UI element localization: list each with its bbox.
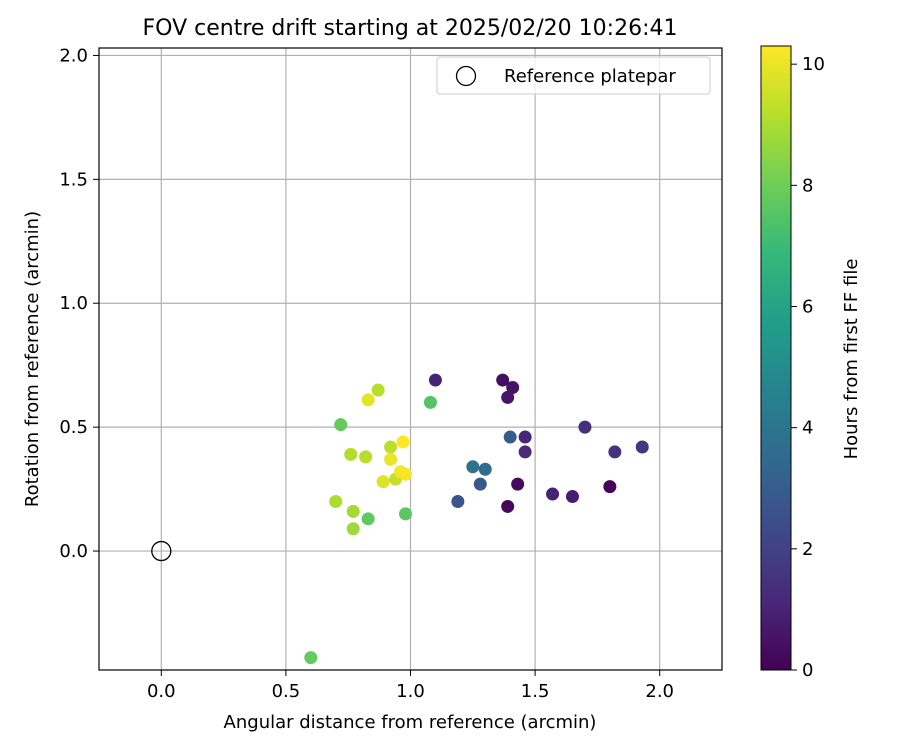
data-point	[384, 452, 398, 466]
legend-entry-label: Reference platepar	[504, 66, 676, 87]
data-point	[451, 494, 465, 508]
data-point	[376, 475, 390, 489]
reference-platepar-marker	[151, 540, 172, 562]
data-point	[603, 480, 617, 494]
data-point	[466, 460, 480, 474]
colorbar-ticks: 0 2 4 6 8 10	[791, 54, 825, 681]
data-point	[344, 447, 358, 461]
data-point	[304, 651, 318, 665]
data-point	[361, 393, 375, 407]
data-point	[334, 418, 348, 432]
data-point	[546, 487, 560, 501]
data-point	[518, 430, 532, 444]
data-point	[506, 380, 520, 394]
y-tick-label: 0.0	[59, 541, 88, 562]
y-axis-label: Rotation from reference (arcmin)	[22, 211, 43, 507]
data-point	[501, 499, 515, 513]
data-point	[371, 383, 385, 397]
colorbar-label: Hours from first FF file	[841, 259, 862, 460]
x-tick-label: 1.0	[396, 681, 425, 702]
data-point	[496, 373, 510, 387]
colorbar-tick-label: 6	[802, 297, 813, 318]
data-point	[428, 373, 442, 387]
colorbar-gradient	[760, 45, 792, 671]
data-point	[578, 420, 592, 434]
legend: Reference platepar	[436, 56, 711, 95]
data-point	[359, 450, 373, 464]
colorbar-tick-label: 4	[802, 418, 813, 439]
data-point	[423, 395, 437, 409]
data-point	[503, 430, 517, 444]
colorbar-tick-label: 8	[802, 175, 813, 196]
data-point	[346, 522, 360, 536]
data-point	[329, 494, 343, 508]
x-tick-label: 0.5	[272, 681, 301, 702]
data-point	[346, 504, 360, 518]
y-tick-label: 0.5	[59, 417, 88, 438]
x-tick-label: 0.0	[147, 681, 176, 702]
y-tick-label: 2.0	[59, 45, 88, 66]
x-axis-label: Angular distance from reference (arcmin)	[224, 712, 597, 733]
x-tick-label: 1.5	[521, 681, 550, 702]
data-point	[478, 462, 492, 476]
reference-marker-group	[151, 540, 172, 562]
data-point	[399, 467, 413, 481]
data-point	[361, 512, 375, 526]
data-point	[473, 477, 487, 491]
y-tick-label: 1.0	[59, 293, 88, 314]
x-tick-label: 2.0	[645, 681, 674, 702]
colorbar-tick-label: 10	[802, 54, 825, 75]
colorbar: 0 2 4 6 8 10 Hours from first FF file	[760, 45, 862, 681]
legend-marker-icon	[455, 65, 477, 87]
data-point	[565, 490, 579, 504]
data-point	[511, 477, 525, 491]
x-axis-ticks: 0.0 0.5 1.0 1.5 2.0	[147, 670, 674, 702]
data-point	[396, 435, 410, 449]
data-point	[518, 445, 532, 459]
data-point	[399, 507, 413, 521]
data-points	[304, 373, 649, 665]
chart-title: FOV centre drift starting at 2025/02/20 …	[143, 16, 678, 41]
data-point	[384, 440, 398, 454]
y-axis-ticks: 0.0 0.5 1.0 1.5 2.0	[59, 45, 99, 562]
data-point	[501, 390, 515, 404]
data-point	[635, 440, 649, 454]
grid-lines	[99, 48, 722, 670]
data-point	[608, 445, 622, 459]
colorbar-tick-label: 2	[802, 539, 813, 560]
legend-box	[436, 56, 711, 95]
colorbar-tick-label: 0	[802, 660, 813, 681]
y-tick-label: 1.5	[59, 169, 88, 190]
